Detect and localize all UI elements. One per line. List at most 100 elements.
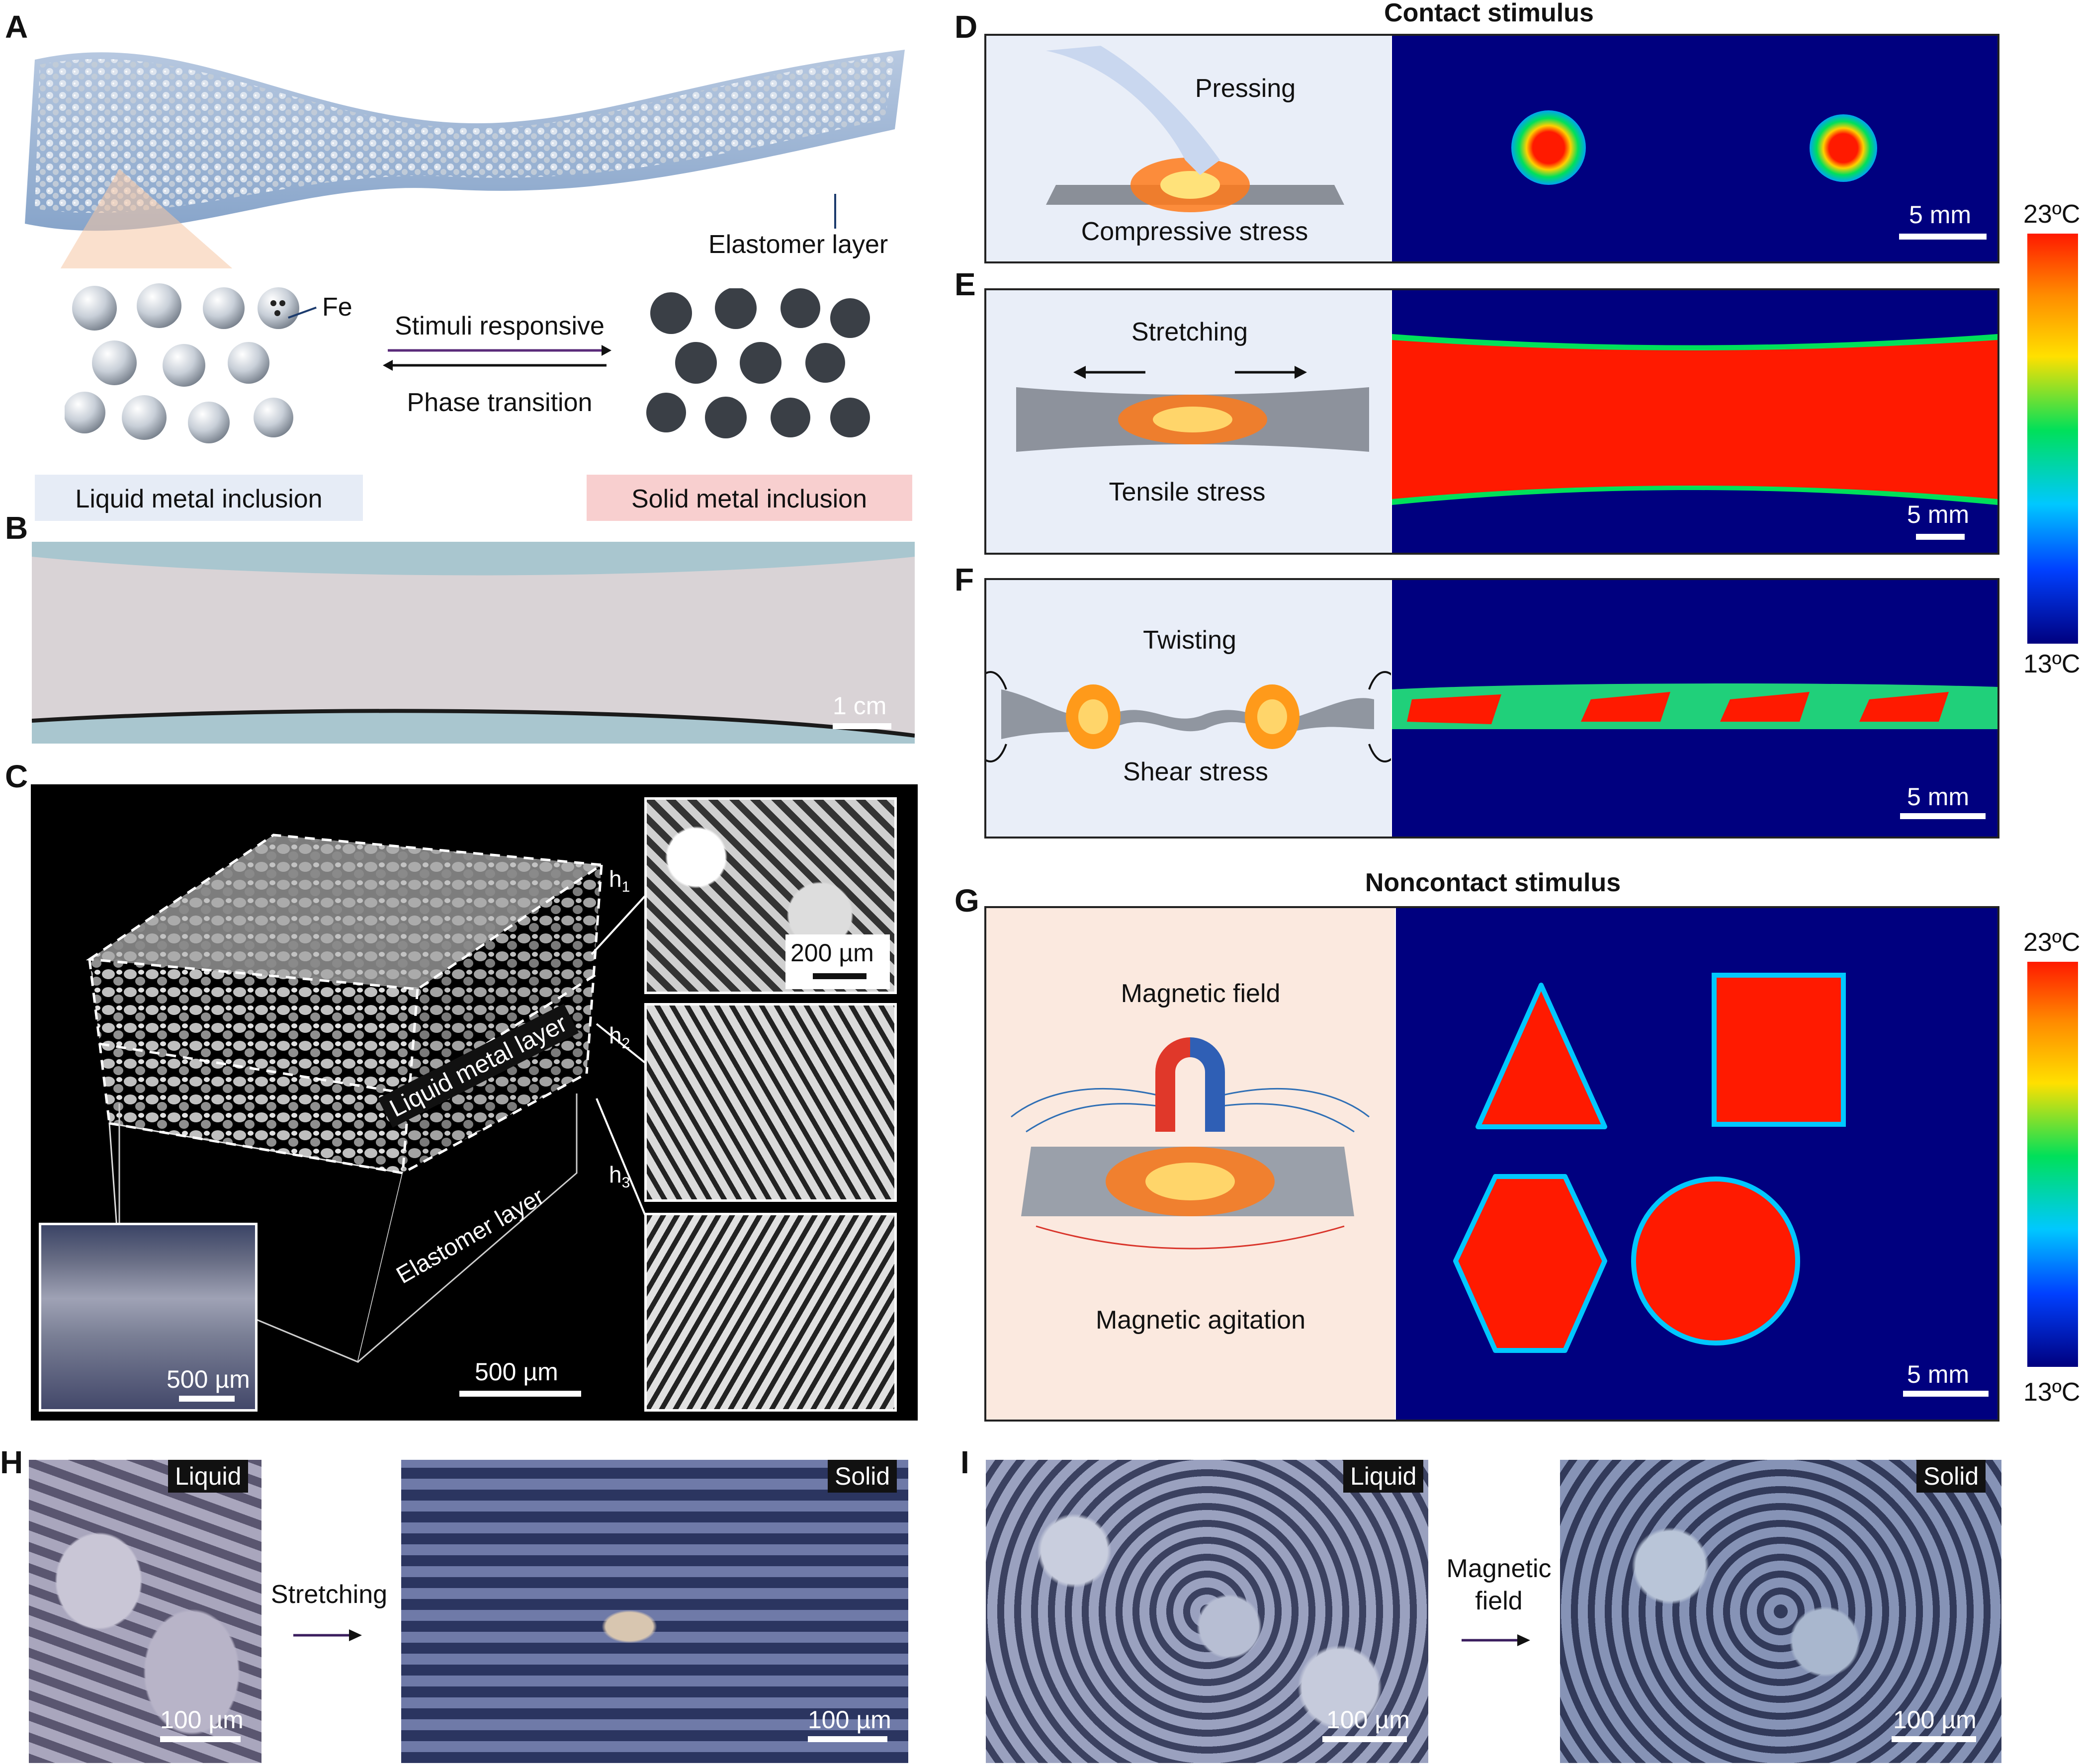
colorbar-top [2027, 234, 2078, 644]
ct-slice-h2 [644, 1003, 897, 1202]
elastomer-layer-label-a: Elastomer layer [708, 230, 888, 259]
noncontact-stimulus-title: Noncontact stimulus [1365, 868, 1621, 897]
scale-bar-f [1900, 813, 1986, 819]
hot-circle [1631, 1176, 1800, 1345]
scale-label-c-main: 500 µm [475, 1358, 558, 1386]
panel-label-d: D [954, 9, 978, 45]
slice-connectors [591, 894, 647, 1218]
solid-metal-particles [646, 288, 870, 438]
tag-h-liquid: Liquid [168, 1460, 249, 1493]
panel-label-b: B [5, 510, 28, 546]
panel-d-schematic [986, 36, 1391, 261]
fe-label: Fe [322, 293, 352, 322]
h3-label: h3 [609, 1162, 630, 1191]
panel-g-bottom-label: Magnetic agitation [1095, 1306, 1306, 1335]
scale-label-c-slice-bg [785, 934, 890, 989]
panel-label-f: F [954, 562, 974, 597]
panel-label-e: E [954, 266, 976, 302]
arrow-h [293, 1629, 362, 1641]
scale-label-i-right: 100 µm [1893, 1706, 1977, 1734]
solid-inclusion-box [587, 475, 912, 521]
panel-e-bottom-label: Tensile stress [1109, 478, 1266, 506]
micrograph-h-solid [401, 1460, 908, 1763]
arrow-label-i-line1: Magnetic [1446, 1554, 1552, 1583]
panel-g-frame [984, 906, 1999, 1422]
panel-e-schematic [986, 290, 1391, 553]
hot-triangle [1475, 983, 1607, 1129]
arrow-label-h: Stretching [270, 1580, 388, 1609]
panel-label-i: I [960, 1444, 969, 1480]
panel-label-a: A [5, 9, 28, 45]
scale-bar-b [833, 723, 891, 729]
h1-label: h1 [609, 866, 630, 896]
arrow-label-i-line2: field [1475, 1587, 1523, 1615]
panel-d-frame [984, 34, 1999, 263]
scale-label-b: 1 cm [833, 692, 887, 720]
scale-bar-i-right [1892, 1736, 1976, 1742]
scale-label-c-slice: 200 µm [790, 939, 874, 967]
phase-transition-label: Phase transition [407, 388, 593, 417]
liquid-metal-particles [65, 283, 299, 443]
scale-bar-e [1916, 534, 1965, 540]
panel-label-h: H [0, 1444, 23, 1480]
colorbar-g-max: 23ºC [2023, 928, 2081, 957]
tag-i-liquid: Liquid [1343, 1460, 1424, 1493]
hotspot-1 [1511, 110, 1586, 185]
scale-bar-c-inset [179, 1396, 235, 1402]
stimuli-responsive-label: Stimuli responsive [395, 312, 605, 340]
panel-e-top-label: Stretching [1131, 318, 1248, 346]
scale-bar-i-left [1322, 1736, 1407, 1742]
tag-i-solid: Solid [1916, 1460, 1986, 1493]
tag-h-solid: Solid [828, 1460, 897, 1493]
scale-bar-h-left [160, 1736, 241, 1742]
panel-e-thermal-map [1392, 290, 1997, 553]
panel-g-thermal-map [1396, 908, 1997, 1420]
hot-hexagon [1453, 1174, 1607, 1353]
panel-d-thermal-map [1392, 36, 1997, 261]
colorbar-top-min: 13ºC [2023, 650, 2081, 678]
panel-f-top-label: Twisting [1143, 626, 1236, 655]
panel-label-g: G [954, 883, 979, 919]
micrograph-h-liquid [29, 1460, 261, 1763]
panel-f-bottom-label: Shear stress [1123, 757, 1268, 786]
scale-bar-g [1903, 1391, 1989, 1397]
panel-d-bottom-label: Compressive stress [1081, 217, 1308, 246]
colorbar-g-min: 13ºC [2023, 1378, 2081, 1407]
solid-inclusion-label: Solid metal inclusion [631, 485, 867, 513]
scale-label-h-right: 100 µm [808, 1706, 891, 1734]
scale-label-h-left: 100 µm [160, 1706, 244, 1734]
panel-g-schematic [986, 908, 1395, 1420]
arrow-i [1462, 1634, 1530, 1646]
scale-label-i-left: 100 µm [1326, 1706, 1410, 1734]
panel-d-top-label: Pressing [1195, 74, 1296, 103]
micrograph-i-liquid [986, 1460, 1428, 1763]
scale-label-c-inset: 500 µm [167, 1365, 250, 1393]
panel-e-frame [984, 288, 1999, 555]
scale-bar-c-slice [813, 973, 867, 979]
micrograph-i-solid [1560, 1460, 2001, 1763]
contact-stimulus-title: Contact stimulus [1384, 0, 1594, 27]
scale-label-e: 5 mm [1907, 501, 1969, 528]
panel-f-thermal-map [1392, 580, 1997, 837]
stretched-sample-photo [32, 542, 915, 744]
scale-label-g: 5 mm [1907, 1360, 1969, 1388]
elastomer-wave-illustration [25, 50, 905, 268]
colorbar-top-max: 23ºC [2023, 200, 2081, 229]
panel-g-top-label: Magnetic field [1121, 979, 1281, 1008]
scale-label-d: 5 mm [1909, 201, 1971, 229]
scale-bar-d [1899, 234, 1987, 240]
liquid-inclusion-box [35, 475, 363, 521]
ct-slice-h3 [644, 1213, 897, 1412]
hotspot-2 [1810, 114, 1877, 182]
cross-section-inset [39, 1223, 258, 1412]
panel-f-schematic [986, 580, 1391, 837]
scale-bar-h-right [808, 1736, 887, 1742]
scale-bar-c-main [459, 1391, 581, 1397]
reversible-arrows [383, 345, 611, 371]
liquid-inclusion-label: Liquid metal inclusion [75, 485, 323, 513]
panel-f-frame [984, 578, 1999, 839]
scale-label-f: 5 mm [1907, 783, 1969, 811]
panel-label-c: C [5, 758, 28, 794]
colorbar-g [2027, 962, 2078, 1367]
hot-square [1712, 973, 1846, 1127]
